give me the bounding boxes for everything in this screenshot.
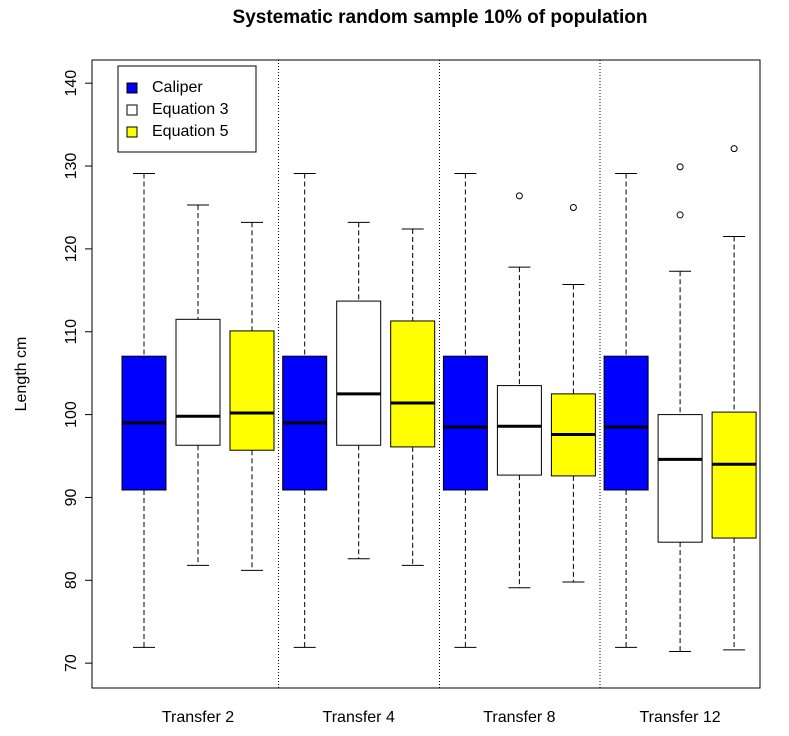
x-tick-label: Transfer 2 [162, 709, 234, 726]
box [175, 318, 221, 446]
box [229, 330, 275, 451]
x-tick-label: Transfer 12 [639, 709, 720, 726]
box [390, 320, 436, 448]
box [496, 385, 542, 476]
legend-label: Equation 3 [152, 101, 229, 118]
y-tick-label: 90 [63, 488, 80, 506]
outlier [569, 203, 577, 211]
legend-label: Caliper [152, 79, 203, 96]
y-tick-label: 80 [63, 571, 80, 589]
legend-swatch [126, 82, 138, 94]
y-tick-label: 140 [63, 70, 80, 97]
chart-title: Systematic random sample 10% of populati… [233, 7, 648, 28]
outlier [676, 211, 684, 219]
legend-swatch [126, 104, 138, 116]
y-tick-label: 120 [63, 235, 80, 262]
box [603, 355, 649, 491]
x-tick-label: Transfer 8 [483, 709, 555, 726]
y-tick-label: 130 [63, 153, 80, 180]
y-tick-label: 100 [63, 401, 80, 428]
legend-frame [117, 65, 257, 153]
plot-frame [91, 59, 761, 689]
box [442, 355, 488, 491]
y-tick-label: 110 [63, 319, 80, 345]
box [711, 411, 757, 539]
x-tick-label: Transfer 4 [323, 709, 395, 726]
legend-label: Equation 5 [152, 123, 229, 140]
outlier [676, 163, 684, 171]
y-tick-label: 70 [63, 654, 80, 672]
outlier [730, 145, 738, 153]
legend-swatch [126, 126, 138, 138]
box [336, 300, 382, 446]
y-axis-label: Length cm [13, 337, 30, 412]
outlier [515, 192, 523, 200]
box [657, 414, 703, 543]
